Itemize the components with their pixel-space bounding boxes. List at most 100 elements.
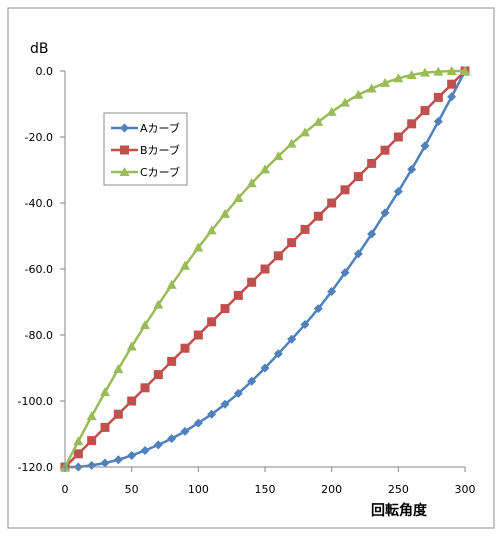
data-point: [260, 164, 270, 174]
data-point: [247, 277, 257, 287]
data-point: [87, 460, 97, 470]
y-tick-label: -80.0: [25, 329, 53, 342]
data-point: [407, 119, 417, 129]
data-point: [140, 320, 150, 330]
data-point: [246, 178, 257, 188]
data-point: [380, 145, 390, 155]
data-point: [367, 158, 377, 168]
y-tick-label: -60.0: [25, 263, 53, 276]
data-point: [393, 132, 403, 142]
data-point: [86, 411, 97, 421]
series-1: [60, 66, 470, 472]
data-point: [393, 73, 404, 83]
data-point: [113, 455, 123, 465]
y-tick-label: -100.0: [18, 395, 53, 408]
data-point: [353, 89, 364, 99]
data-point: [380, 77, 390, 87]
legend-label: Aカーブ: [140, 121, 180, 135]
data-point: [100, 422, 110, 432]
data-point: [260, 264, 270, 274]
data-point: [273, 151, 284, 161]
data-point: [193, 330, 203, 340]
legend-marker: [120, 123, 129, 133]
data-point: [233, 193, 244, 203]
legend-marker: [120, 145, 129, 155]
data-point: [167, 356, 177, 366]
data-point: [326, 106, 337, 116]
axis-layer: dB 回転角度 0.0 -20.0 -40.0 -60.0 -80.0 -100.0 -12…: [18, 41, 476, 519]
data-point: [127, 396, 137, 406]
data-point: [340, 185, 350, 195]
data-point: [433, 92, 443, 102]
data-point: [153, 370, 163, 380]
data-point: [113, 409, 123, 419]
data-point: [100, 458, 110, 468]
data-point: [140, 446, 150, 455]
legend-item-1: Aカーブ: [111, 121, 180, 135]
data-point: [327, 286, 337, 296]
data-point: [260, 363, 270, 373]
data-point: [447, 79, 457, 89]
data-point: [300, 224, 310, 234]
x-tick-label: 100: [188, 483, 209, 496]
data-point: [313, 211, 323, 221]
y-tick-label: -20.0: [25, 131, 53, 144]
data-point: [220, 208, 230, 218]
legend: Aカーブ Bカーブ Cカーブ: [103, 112, 188, 186]
data-point: [313, 304, 323, 314]
legend-label: Bカーブ: [140, 143, 180, 157]
legend-marker: [119, 167, 130, 176]
x-tick-label: 300: [455, 483, 476, 496]
data-point: [73, 436, 84, 446]
x-tick-label: 150: [255, 483, 276, 496]
legend-item-2: Bカーブ: [111, 143, 180, 157]
data-point: [353, 249, 363, 259]
data-point: [406, 69, 417, 79]
data-point: [300, 127, 310, 137]
data-point: [193, 242, 204, 252]
data-point: [327, 198, 337, 208]
data-point: [193, 418, 203, 428]
x-tick-label: 50: [125, 483, 139, 496]
data-point: [340, 268, 350, 278]
data-point: [207, 317, 217, 327]
data-point: [433, 116, 443, 126]
data-point: [366, 83, 377, 93]
data-point: [180, 260, 190, 270]
data-point: [140, 383, 150, 393]
data-point: [446, 66, 457, 75]
legend-item-3: Cカーブ: [111, 165, 180, 179]
data-point: [233, 388, 243, 398]
data-point: [273, 349, 283, 359]
data-point: [420, 141, 430, 151]
y-tick-label: 0.0: [36, 65, 54, 78]
data-point: [287, 334, 297, 344]
data-point: [273, 251, 283, 261]
data-point: [340, 97, 350, 107]
y-tick-label: -120.0: [18, 461, 53, 474]
data-point: [87, 436, 97, 446]
data-point: [220, 399, 230, 409]
data-point: [247, 376, 257, 386]
data-point: [153, 440, 163, 450]
data-point: [113, 363, 124, 373]
x-tick-label: 250: [388, 483, 409, 496]
data-point: [233, 290, 243, 300]
data-point: [220, 304, 230, 314]
plot-layer: [60, 66, 470, 472]
legend-label: Cカーブ: [140, 165, 180, 179]
data-point: [433, 66, 444, 76]
y-tick-label: -40.0: [25, 197, 53, 210]
data-point: [286, 138, 297, 148]
x-tick-label: 200: [321, 483, 342, 496]
data-point: [180, 426, 190, 436]
data-point: [353, 172, 363, 182]
series-3: [60, 66, 470, 471]
data-point: [420, 106, 430, 116]
y-axis-title: dB: [30, 41, 49, 57]
data-point: [180, 343, 190, 353]
data-point: [393, 186, 403, 196]
data-point: [300, 319, 310, 329]
